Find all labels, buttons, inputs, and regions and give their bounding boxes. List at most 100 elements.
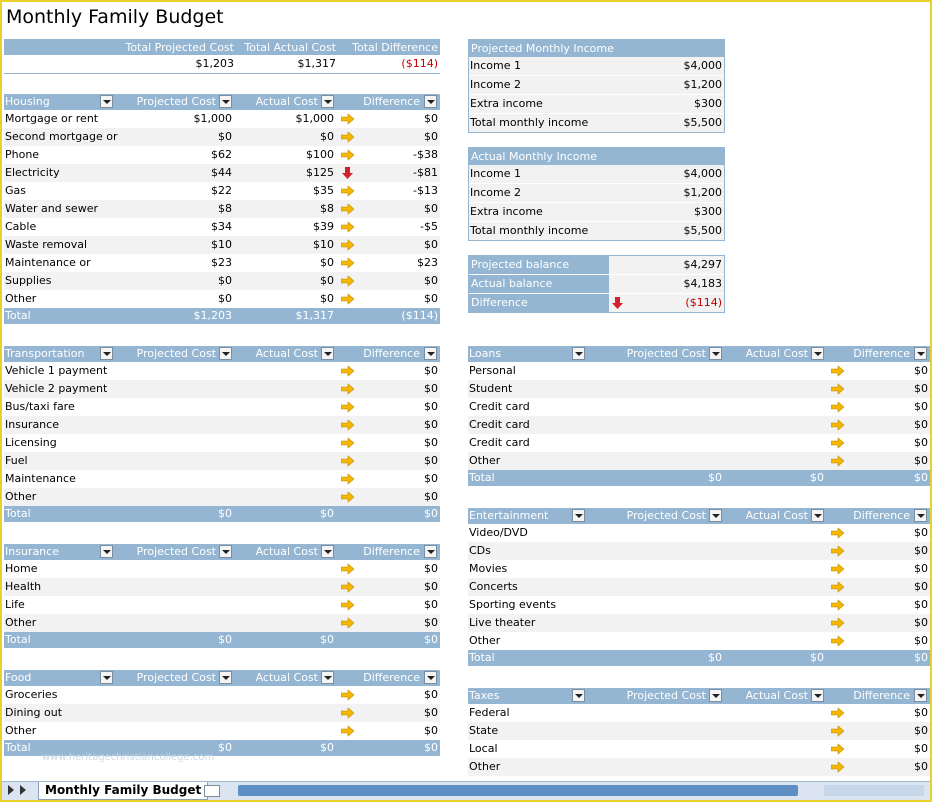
income-value[interactable]: $300 [694, 205, 722, 218]
difference-cell[interactable]: $0 [914, 616, 928, 629]
row-label[interactable]: Licensing [5, 436, 57, 449]
summary-projected-value[interactable]: $1,203 [195, 57, 235, 70]
difference-cell[interactable]: $0 [914, 418, 928, 431]
difference-cell[interactable]: $0 [914, 724, 928, 737]
row-label[interactable]: Other [5, 490, 37, 503]
row-label[interactable]: CDs [469, 544, 491, 557]
row-label[interactable]: Vehicle 2 payment [5, 382, 108, 395]
horizontal-scrollbar-track[interactable] [824, 785, 924, 796]
difference-filter-dropdown[interactable] [424, 347, 437, 360]
taxes-filter-dropdown[interactable] [571, 689, 585, 702]
row-label[interactable]: Second mortgage or [5, 130, 118, 143]
difference-cell[interactable]: $0 [914, 454, 928, 467]
row-label[interactable]: Dining out [5, 706, 63, 719]
total-difference-cell[interactable]: ($114) [401, 309, 438, 322]
projected-cost-filter-dropdown[interactable] [219, 347, 232, 360]
projected-cost-cell[interactable]: $23 [211, 256, 232, 269]
row-label[interactable]: Other [469, 634, 501, 647]
difference-cell[interactable]: $0 [424, 382, 438, 395]
difference-cell[interactable]: -$38 [413, 148, 438, 161]
total-actual-cell[interactable]: $0 [320, 507, 334, 520]
housing-filter-dropdown[interactable] [100, 95, 113, 108]
difference-cell[interactable]: $0 [914, 382, 928, 395]
row-label[interactable]: State [469, 724, 499, 737]
difference-cell[interactable]: -$13 [413, 184, 438, 197]
total-difference-cell[interactable]: $0 [424, 633, 438, 646]
difference-cell[interactable]: $0 [914, 760, 928, 773]
income-value[interactable]: $1,200 [683, 78, 723, 91]
row-label[interactable]: Mortgage or rent [5, 112, 99, 125]
row-label[interactable]: Waste removal [5, 238, 88, 251]
income-label[interactable]: Income 2 [470, 78, 521, 91]
actual-cost-cell[interactable]: $0 [320, 256, 334, 269]
row-label[interactable]: Health [5, 580, 42, 593]
projected-cost-filter-dropdown[interactable] [219, 671, 232, 684]
difference-cell[interactable]: $0 [914, 436, 928, 449]
actual-cost-cell[interactable]: $8 [320, 202, 334, 215]
difference-cell[interactable]: $0 [424, 202, 438, 215]
row-label[interactable]: Movies [469, 562, 508, 575]
income-total-value[interactable]: $5,500 [683, 224, 723, 237]
total-difference-cell[interactable]: $0 [424, 741, 438, 754]
total-actual-cell[interactable]: $0 [810, 471, 824, 484]
difference-cell[interactable]: $0 [424, 364, 438, 377]
summary-difference-value[interactable]: ($114) [401, 57, 438, 70]
income-label[interactable]: Income 2 [470, 186, 521, 199]
row-label[interactable]: Federal [469, 706, 510, 719]
actual-cost-cell[interactable]: $0 [320, 274, 334, 287]
insurance-filter-dropdown[interactable] [100, 545, 113, 558]
difference-cell[interactable]: $0 [914, 598, 928, 611]
actual-cost-cell[interactable]: $39 [313, 220, 334, 233]
projected-cost-cell[interactable]: $62 [211, 148, 232, 161]
actual-cost-cell[interactable]: $100 [306, 148, 334, 161]
difference-filter-dropdown[interactable] [914, 509, 927, 522]
actual-cost-cell[interactable]: $10 [313, 238, 334, 251]
row-label[interactable]: Gas [5, 184, 26, 197]
row-label[interactable]: Maintenance or [5, 256, 91, 269]
income-label[interactable]: Income 1 [470, 167, 521, 180]
projected-cost-cell[interactable]: $10 [211, 238, 232, 251]
actual-cost-cell[interactable]: $0 [320, 130, 334, 143]
difference-cell[interactable]: $0 [914, 562, 928, 575]
projected-cost-filter-dropdown[interactable] [219, 545, 232, 558]
row-label[interactable]: Credit card [469, 400, 530, 413]
total-projected-cell[interactable]: $0 [218, 633, 232, 646]
projected-cost-cell[interactable]: $44 [211, 166, 232, 179]
difference-filter-dropdown[interactable] [914, 347, 927, 360]
projected-cost-cell[interactable]: $22 [211, 184, 232, 197]
row-label[interactable]: Water and sewer [5, 202, 98, 215]
actual-cost-cell[interactable]: $1,000 [295, 112, 335, 125]
total-actual-cell[interactable]: $0 [320, 741, 334, 754]
actual-cost-filter-dropdown[interactable] [811, 509, 824, 522]
total-difference-cell[interactable]: $0 [424, 507, 438, 520]
actual-cost-filter-dropdown[interactable] [321, 347, 334, 360]
row-label[interactable]: Phone [5, 148, 40, 161]
row-label[interactable]: Other [5, 292, 37, 305]
row-label[interactable]: Credit card [469, 436, 530, 449]
difference-cell[interactable]: $0 [424, 274, 438, 287]
difference-cell[interactable]: $0 [424, 706, 438, 719]
total-difference-cell[interactable]: $0 [914, 471, 928, 484]
income-value[interactable]: $300 [694, 97, 722, 110]
row-label[interactable]: Student [469, 382, 513, 395]
row-label[interactable]: Home [5, 562, 38, 575]
row-label[interactable]: Electricity [5, 166, 60, 179]
difference-cell[interactable]: $0 [424, 454, 438, 467]
sheet-tab-monthly-family-budget[interactable]: Monthly Family Budget [38, 782, 209, 800]
total-difference-cell[interactable]: $0 [914, 651, 928, 664]
row-label[interactable]: Other [469, 760, 501, 773]
total-projected-cell[interactable]: $0 [218, 507, 232, 520]
total-projected-cell[interactable]: $0 [708, 471, 722, 484]
total-projected-cell[interactable]: $0 [218, 741, 232, 754]
difference-cell[interactable]: -$5 [420, 220, 438, 233]
row-label[interactable]: Groceries [5, 688, 58, 701]
difference-cell[interactable]: $23 [417, 256, 438, 269]
difference-filter-dropdown[interactable] [424, 95, 437, 108]
row-label[interactable]: Other [5, 724, 37, 737]
balance-value[interactable]: ($114) [685, 296, 722, 309]
actual-cost-filter-dropdown[interactable] [321, 545, 334, 558]
income-label[interactable]: Extra income [470, 97, 543, 110]
difference-filter-dropdown[interactable] [914, 689, 927, 702]
actual-cost-filter-dropdown[interactable] [321, 671, 334, 684]
actual-cost-filter-dropdown[interactable] [811, 689, 824, 702]
